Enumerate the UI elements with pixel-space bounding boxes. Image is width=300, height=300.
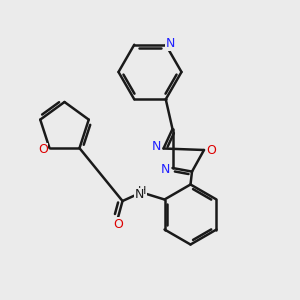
Text: N: N	[166, 37, 175, 50]
Text: N: N	[134, 188, 144, 202]
Text: O: O	[207, 143, 216, 157]
Text: N: N	[160, 163, 170, 176]
Text: O: O	[113, 218, 123, 231]
Text: N: N	[151, 140, 161, 154]
Text: O: O	[38, 143, 48, 156]
Text: H: H	[138, 185, 146, 196]
